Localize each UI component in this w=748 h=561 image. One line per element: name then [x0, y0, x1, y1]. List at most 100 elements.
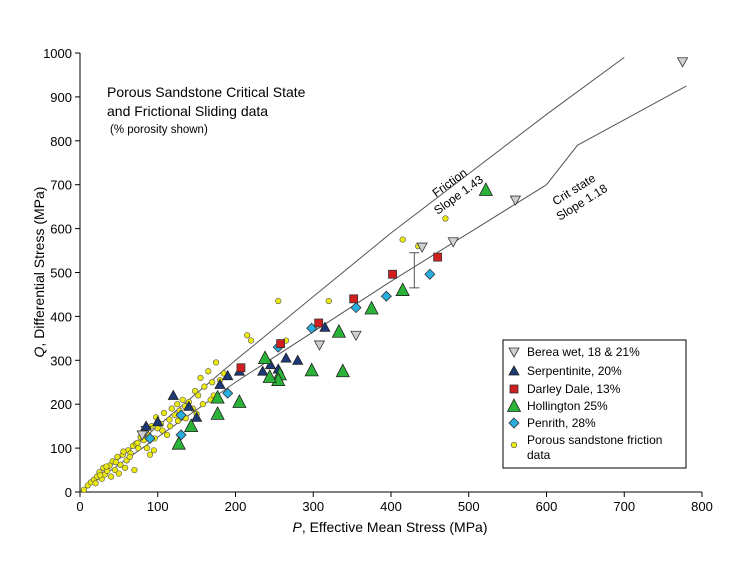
penrith-point — [175, 409, 187, 421]
sandstone-friction-point — [150, 447, 157, 454]
sandstone-friction-point — [167, 423, 174, 430]
chart-title-line-2: and Frictional Sliding data — [107, 103, 268, 119]
sandstone-friction-point — [159, 427, 166, 434]
axes: 0 100 200 300 400 500 600 700 800 0 100 200 300 400 50… — [43, 46, 713, 514]
legend-label-serpentinite: Serpentinite, 20% — [527, 364, 622, 378]
sandstone-friction-point — [103, 463, 110, 470]
serpentinite-point — [222, 369, 234, 381]
serpentinite-point — [190, 411, 203, 422]
hollington-point — [364, 300, 379, 315]
berea-point — [416, 242, 428, 253]
legend: Berea wet, 18 & 21% Serpentinite, 20% Da… — [502, 339, 687, 469]
serpentinite-point — [183, 400, 195, 411]
sandstone-friction-point — [111, 466, 119, 474]
hollington-point — [257, 350, 273, 365]
sandstone-friction-point — [163, 431, 171, 439]
sandstone-friction-point — [247, 337, 255, 344]
sandstone-friction-point — [325, 297, 332, 305]
friction-line-label: Friction Slope 1.43 — [430, 166, 486, 218]
serpentinite-point — [140, 420, 152, 431]
y-tick-label: 1000 — [43, 46, 72, 61]
berea-point — [350, 330, 362, 342]
sandstone-friction-point — [442, 215, 449, 222]
y-tick-label: 400 — [50, 309, 72, 324]
sandstone-friction-point — [399, 236, 406, 243]
hollington-point — [262, 369, 277, 383]
sandstone-friction-point — [107, 473, 115, 480]
x-tick-label: 400 — [380, 499, 402, 514]
sandstone-friction-point — [199, 401, 206, 408]
crit-state-line-label: Crit state Slope 1.18 — [550, 171, 610, 224]
legend-marker-darley-dale — [509, 384, 519, 394]
legend-marker-berea — [508, 347, 520, 358]
sandstone-friction-point — [168, 405, 175, 412]
x-tick-label: 0 — [76, 499, 83, 514]
sandstone-friction-point — [201, 383, 208, 390]
hollington-point — [184, 418, 199, 433]
x-axis-variable: P — [292, 519, 302, 535]
y-tick-label: 800 — [50, 134, 72, 149]
hollington-point — [232, 394, 247, 408]
legend-label-darley-dale: Darley Dale, 13% — [527, 382, 621, 396]
hollington-point — [210, 405, 225, 420]
hollington-point — [335, 363, 350, 378]
berea-point — [313, 340, 326, 351]
sandstone-friction-point — [191, 387, 199, 395]
sandstone-friction-point — [131, 466, 138, 474]
penrith-point — [424, 268, 436, 280]
legend-markers — [506, 347, 522, 449]
sandstone-friction-point — [195, 392, 202, 399]
y-tick-label: 100 — [50, 441, 72, 456]
legend-label-penrith: Penrith, 28% — [527, 416, 596, 430]
x-tick-label: 300 — [302, 499, 324, 514]
legend-marker-penrith — [508, 417, 520, 429]
penrith-point — [144, 432, 156, 445]
sandstone-friction-point — [97, 472, 104, 479]
sandstone-friction-point — [115, 470, 122, 477]
x-axis-title: P, Effective Mean Stress (MPa) — [292, 519, 487, 535]
sandstone-friction-point — [146, 451, 154, 458]
x-tick-label: 200 — [225, 499, 247, 514]
hollington-point — [331, 323, 347, 338]
y-tick-label: 0 — [65, 485, 72, 500]
y-tick-label: 200 — [50, 397, 72, 412]
darley-dale-point — [349, 294, 359, 304]
serpentinite-point — [167, 389, 179, 400]
sandstone-friction-point — [174, 417, 182, 424]
darley-dale-point — [236, 363, 246, 373]
legend-box — [502, 339, 687, 469]
chart-title-line-1: Porous Sandstone Critical State — [107, 84, 306, 100]
darley-dale-point — [314, 318, 324, 328]
berea-point — [509, 195, 522, 206]
sandstone-friction-point — [212, 359, 220, 366]
sandstone-friction-point — [174, 401, 181, 408]
x-tick-label: 600 — [536, 499, 558, 514]
sandstone-friction-point — [134, 439, 141, 446]
penrith-point — [350, 302, 362, 314]
sandstone-friction-point — [275, 297, 282, 305]
berea-point — [136, 430, 148, 441]
x-tick-label: 800 — [691, 499, 713, 514]
legend-label-porous-sandstone-line-1: Porous sandstone friction — [527, 433, 662, 447]
sandstone-friction-point — [126, 453, 133, 460]
darley-dale-point — [388, 269, 397, 279]
chart-subtitle: (% porosity shown) — [110, 124, 208, 136]
legend-label-porous-sandstone-line-2: data — [527, 448, 551, 462]
serpentinite-point — [257, 365, 269, 376]
y-tick-label: 600 — [50, 222, 72, 237]
penrith-point — [222, 387, 234, 399]
sandstone-friction-point — [197, 374, 204, 381]
y-axis-title-rest: , Differential Stress (MPa) — [31, 187, 47, 347]
x-tick-label: 700 — [613, 499, 635, 514]
berea-point — [447, 237, 459, 248]
sandstone-friction-point — [92, 480, 99, 487]
legend-label-porous-sandstone: Porous sandstone friction data — [527, 433, 662, 462]
sandstone-friction-point — [205, 368, 212, 375]
hollington-point — [395, 282, 410, 296]
y-axis-title: Q, Differential Stress (MPa) — [31, 187, 47, 358]
legend-marker-serpentinite — [508, 365, 520, 376]
x-tick-label: 500 — [458, 499, 480, 514]
error-bar-group — [409, 252, 420, 289]
